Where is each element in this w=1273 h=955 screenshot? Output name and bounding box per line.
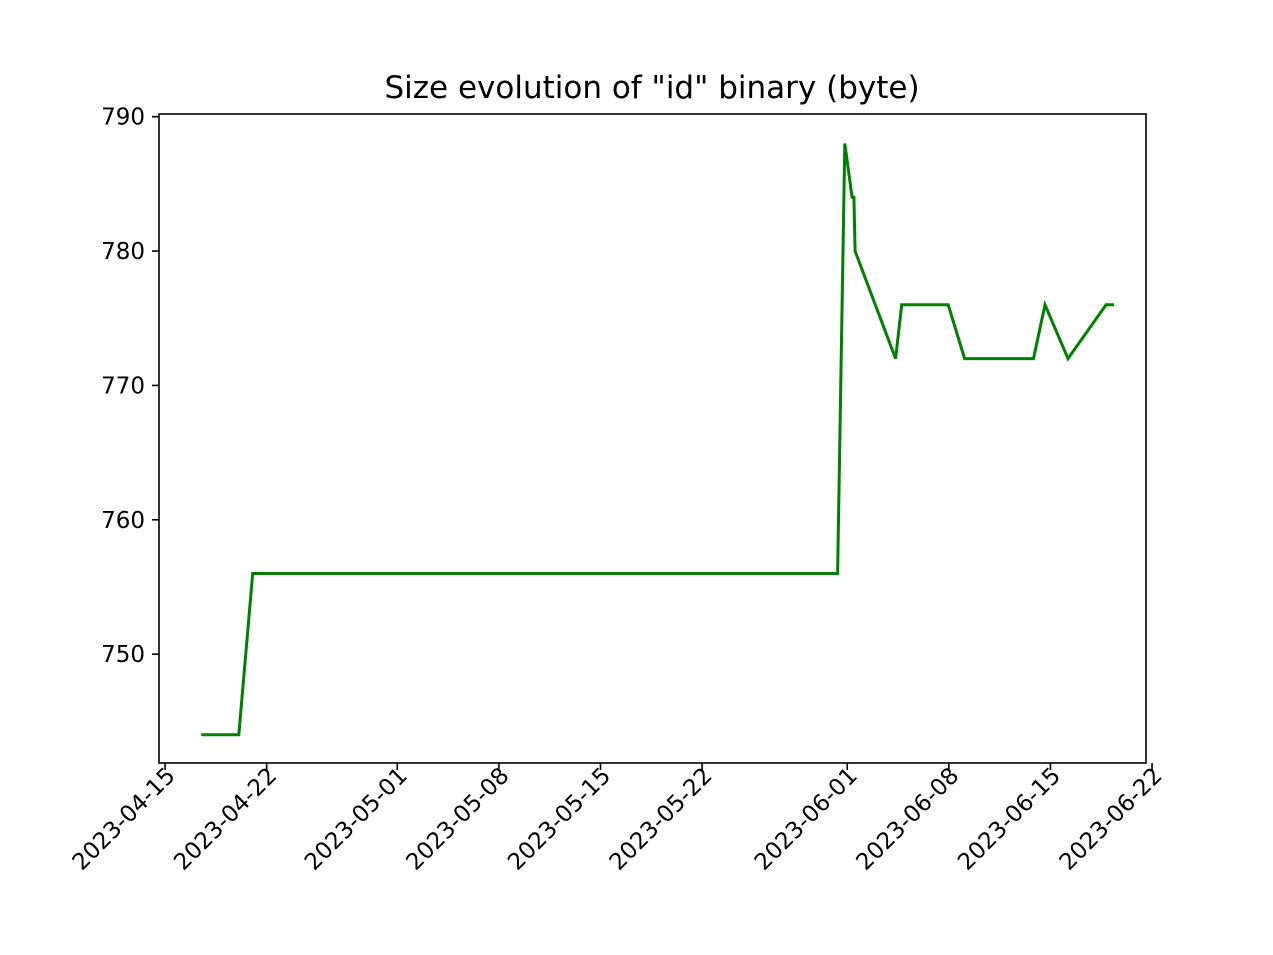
y-tick-label: 760 [101,508,145,534]
data-point [837,573,839,574]
y-tick-label: 750 [101,642,145,668]
series-line [201,143,1114,737]
x-tick-label: 2023-05-22 [605,763,718,876]
data-point [1113,304,1115,306]
y-tick-label: 770 [101,373,145,399]
x-tick-label: 2023-06-22 [1055,763,1168,876]
x-tick-label: 2023-05-15 [503,763,616,876]
x-tick-label: 2023-05-01 [300,763,413,876]
data-point [895,358,897,360]
plot-series [200,143,1115,737]
plot-frame [158,113,1147,764]
data-point [252,573,254,574]
data-point [844,143,846,145]
data-point [947,304,949,306]
x-tick-label: 2023-04-15 [68,763,181,876]
x-tick-label: 2023-05-08 [402,763,515,876]
y-axis: 750 760 770 780 790 [101,105,159,668]
data-point [200,734,202,736]
data-point [1033,358,1034,360]
data-point [1105,304,1107,306]
x-tick-label: 2023-04-22 [169,763,282,876]
y-tick-label: 790 [101,105,145,131]
chart-title: Size evolution of "id" binary (byte) [384,70,919,106]
data-point [901,304,903,306]
data-point [854,250,856,252]
data-point [853,196,855,198]
x-tick-label: 2023-06-08 [851,763,964,876]
y-tick-label: 780 [101,239,145,265]
data-point [238,734,240,736]
data-point [1044,304,1046,306]
x-tick-label: 2023-06-01 [750,763,863,876]
data-point [851,196,853,198]
data-point [964,358,966,360]
data-point [1067,358,1069,360]
x-tick-label: 2023-06-15 [953,763,1066,876]
